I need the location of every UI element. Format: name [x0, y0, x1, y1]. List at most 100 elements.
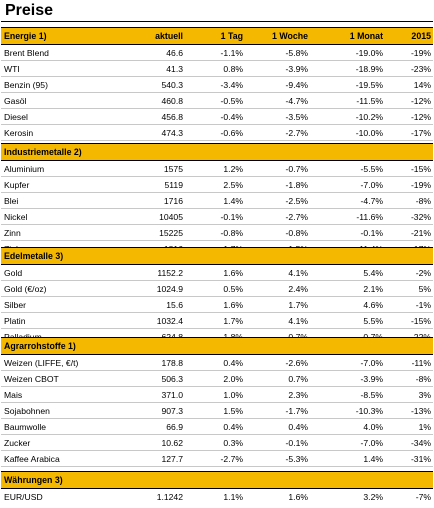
value-aktuell: 474.3: [161, 127, 183, 138]
section-title: Industriemetalle 2): [4, 147, 82, 157]
commodity-name: Baumwolle: [4, 421, 47, 432]
commodity-name: Gold: [4, 267, 23, 278]
change-1-tag: 1.5%: [223, 405, 243, 416]
value-aktuell: 127.7: [161, 453, 183, 464]
change-1-tag: 2.0%: [223, 373, 243, 384]
change-1-monat: -8.5%: [360, 389, 383, 400]
section-rows: Weizen (LIFFE, €/t) 178.8 0.4% -2.6% -7.0% -1…: [1, 355, 433, 482]
change-1-tag: 0.4%: [223, 421, 243, 432]
change-1-woche: 0.7%: [243, 332, 308, 342]
change-1-monat: -7.0%: [360, 179, 383, 190]
change-2015: -17%: [410, 127, 431, 138]
change-1-monat: -0.7%: [308, 332, 383, 342]
change-1-tag: 0.3%: [223, 437, 243, 448]
section-industriemetalle: Industriemetalle 2) Aluminium 1575 1.2% -0.…: [1, 143, 433, 256]
section-title: Edelmetalle 3): [4, 251, 64, 261]
change-2015: 1%: [418, 421, 431, 432]
change-1-monat: -7.0%: [360, 357, 383, 368]
commodity-name: Blei: [4, 195, 19, 206]
change-1-tag: 2.5%: [223, 179, 243, 190]
change-1-woche: -1.7%: [285, 405, 308, 416]
change-1-tag: -2.7%: [220, 453, 243, 464]
change-1-woche: -1.8%: [285, 179, 308, 190]
commodity-name: Weizen (LIFFE, €/t): [4, 357, 79, 368]
table-row: Aluminium 1575 1.2% -0.7% -5.5% -15%: [1, 161, 433, 177]
change-1-woche: -0.1%: [285, 437, 308, 448]
value-aktuell: 624.8: [101, 332, 183, 342]
table-row: Mais 371.0 1.0% 2.3% -8.5% 3%: [1, 387, 433, 403]
section-header: Währungen 3): [1, 471, 433, 489]
change-2015: -11%: [411, 357, 431, 368]
commodity-name: Kerosin: [4, 127, 34, 138]
change-2015: -32%: [410, 211, 431, 222]
section-rows: Brent Blend 46.6 -1.1% -5.8% -19.0% -19% WTI 41…: [1, 45, 433, 156]
table-row: Zucker 10.62 0.3% -0.1% -7.0% -34%: [1, 435, 433, 451]
value-aktuell: 506.3: [161, 373, 183, 384]
change-1-woche: -9.4%: [285, 79, 308, 90]
change-1-monat: -18.9%: [355, 63, 383, 74]
change-1-monat: 4.0%: [363, 421, 383, 432]
change-1-woche: 0.4%: [288, 421, 308, 432]
change-1-monat: 5.4%: [363, 267, 383, 278]
change-2015: -12%: [410, 111, 431, 122]
table-row: Gasöl 460.8 -0.5% -4.7% -11.5% -12%: [1, 93, 433, 109]
section-header: Agrarrohstoffe 1): [1, 337, 433, 355]
change-1-tag: -3.4%: [220, 79, 243, 90]
section-title: Energie 1): [4, 31, 47, 41]
change-1-monat: -3.9%: [360, 373, 383, 384]
table-row: Kerosin 474.3 -0.6% -2.7% -10.0% -17%: [1, 125, 433, 141]
value-aktuell: 371.0: [161, 389, 183, 400]
change-1-tag: 1.1%: [223, 491, 243, 502]
change-1-woche: -3.5%: [285, 111, 308, 122]
table-row: Benzin (95) 540.3 -3.4% -9.4% -19.5% 14%: [1, 77, 433, 93]
commodity-name: Gold (€/oz): [4, 283, 47, 294]
section-title: Agrarrohstoffe 1): [4, 341, 76, 351]
value-aktuell: 540.3: [161, 79, 183, 90]
value-aktuell: 15.6: [166, 299, 183, 310]
section-header: Edelmetalle 3): [1, 247, 433, 265]
change-1-monat: -10.0%: [355, 127, 383, 138]
change-2015: -12%: [410, 95, 431, 106]
table-row: Kupfer 5119 2.5% -1.8% -7.0% -19%: [1, 177, 433, 193]
section-rows: Gold 1152.2 1.6% 4.1% 5.4% -2% Gold (€/oz) 1024…: [1, 265, 433, 344]
commodity-name: Mais: [4, 389, 23, 400]
table-row: Weizen (LIFFE, €/t) 178.8 0.4% -2.6% -7.0% -1…: [1, 355, 433, 371]
change-2015: -15%: [410, 163, 431, 174]
change-2015: -19%: [410, 47, 431, 58]
page-title: Preise: [5, 2, 54, 19]
value-aktuell: 1716: [163, 195, 183, 206]
section-waehrungen: Währungen 3) EUR/USD 1.1242 1.1% 1.6% 3.2% -7…: [1, 471, 433, 504]
change-2015: -23%: [410, 63, 431, 74]
table-row: Zinn 15225 -0.8% -0.8% -0.1% -21%: [1, 225, 433, 241]
section-energie: Energie 1) aktuell 1 Tag 1 Woche 1 Monat…: [1, 27, 433, 156]
change-1-monat: -5.5%: [360, 163, 383, 174]
change-2015: -8%: [415, 373, 431, 384]
commodity-name: Weizen CBOT: [4, 373, 59, 384]
column-header-1-monat: 1 Monat: [349, 31, 383, 41]
change-2015: -1%: [415, 299, 431, 310]
change-1-tag: -0.1%: [220, 211, 243, 222]
change-1-tag: 0.8%: [223, 63, 243, 74]
change-1-monat: -7.0%: [360, 437, 383, 448]
table-row: Kaffee Arabica 127.7 -2.7% -5.3% 1.4% -31%: [1, 451, 433, 467]
change-1-woche: 0.7%: [288, 373, 308, 384]
value-aktuell: 456.8: [161, 111, 183, 122]
change-1-woche: 4.1%: [288, 267, 308, 278]
value-aktuell: 15225: [159, 227, 183, 238]
change-2015: -15%: [410, 315, 431, 326]
change-1-woche: 1.6%: [288, 491, 308, 502]
change-2015: -31%: [410, 453, 431, 464]
change-1-tag: 1.6%: [223, 267, 243, 278]
change-2015: -8%: [415, 195, 431, 206]
table-row: Baumwolle 66.9 0.4% 0.4% 4.0% 1%: [1, 419, 433, 435]
change-1-monat: -11.6%: [356, 211, 383, 222]
change-1-woche: -2.5%: [285, 195, 308, 206]
column-header-1-tag: 1 Tag: [220, 31, 243, 41]
commodity-name: Zinn: [4, 227, 21, 238]
change-2015: -21%: [410, 227, 431, 238]
section-header: Industriemetalle 2): [1, 143, 433, 161]
table-row: Platin 1032.4 1.7% 4.1% 5.5% -15%: [1, 313, 433, 329]
section-rows: EUR/USD 1.1242 1.1% 1.6% 3.2% -7%: [1, 489, 433, 504]
change-1-tag: 1.8%: [183, 332, 243, 342]
